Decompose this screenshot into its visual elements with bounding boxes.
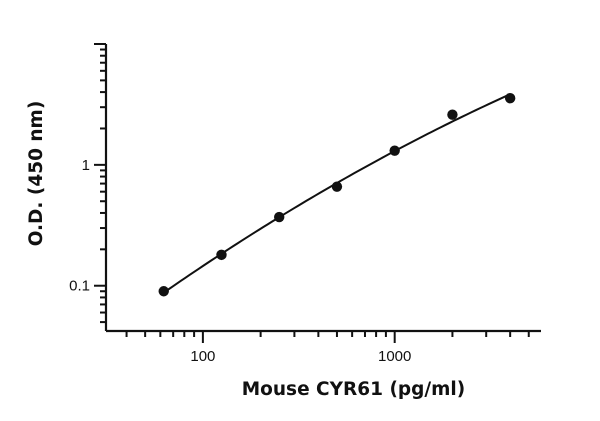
x-tick-label: 1000 bbox=[378, 348, 411, 365]
fit-curve bbox=[163, 93, 511, 294]
data-point bbox=[447, 109, 458, 120]
y-tick-label: 0.1 bbox=[69, 278, 90, 295]
x-tick-label: 100 bbox=[190, 348, 215, 365]
data-point bbox=[389, 145, 400, 156]
data-point bbox=[504, 93, 516, 104]
data-point bbox=[331, 181, 343, 192]
y-tick-label: 1 bbox=[82, 157, 90, 174]
ticks: 0.1 1 100 1000 bbox=[69, 43, 530, 365]
data-point bbox=[158, 286, 169, 297]
y-axis-title: O.D. (450 nm) bbox=[26, 101, 47, 247]
x-axis-title: Mouse CYR61 (pg/ml) bbox=[242, 379, 465, 400]
data-point bbox=[216, 249, 227, 261]
data-point bbox=[274, 211, 285, 223]
data-points bbox=[158, 93, 516, 297]
